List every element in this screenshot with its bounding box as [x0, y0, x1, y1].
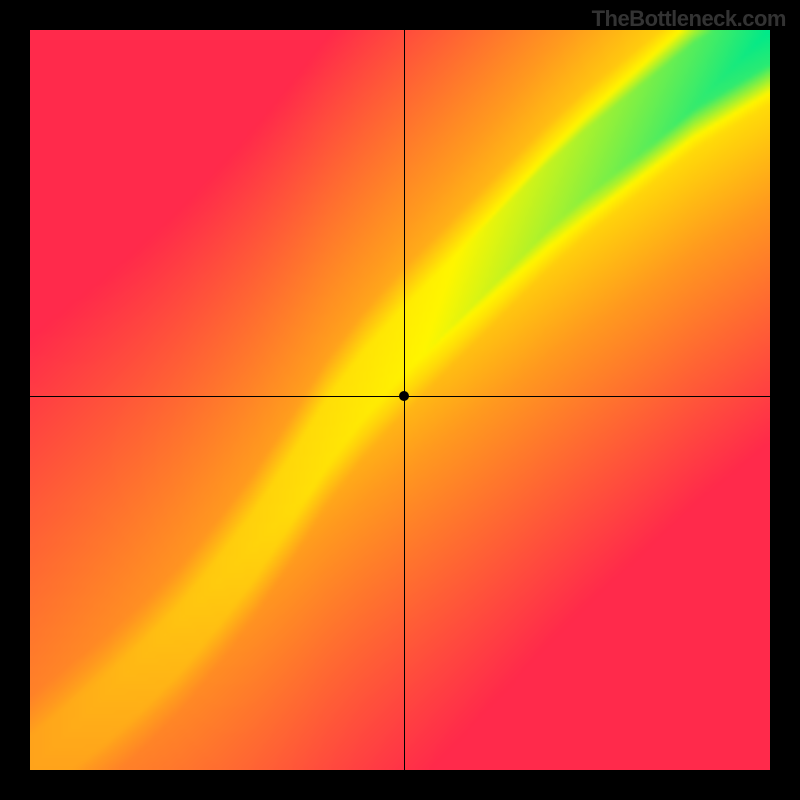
watermark-text: TheBottleneck.com [592, 6, 786, 32]
heatmap-plot [30, 30, 770, 770]
data-point-marker [399, 391, 409, 401]
